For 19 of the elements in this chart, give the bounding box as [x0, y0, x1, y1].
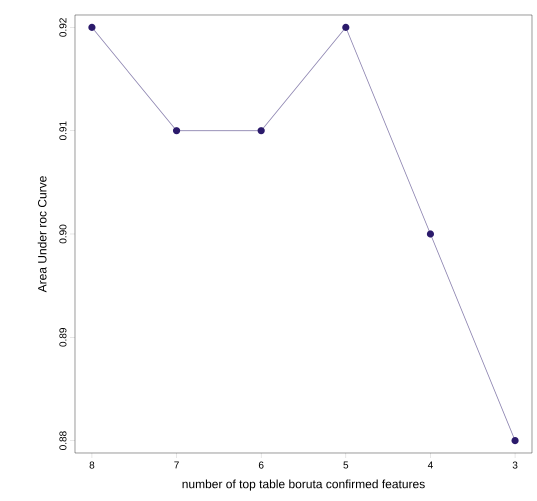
- y-tick-label: 0.89: [59, 328, 66, 347]
- point: [426, 230, 434, 238]
- point: [88, 24, 96, 31]
- y-tick-label: 0.92: [59, 18, 66, 37]
- x-tick-label: 7: [174, 462, 179, 468]
- y-tick-label: 0.88: [59, 431, 66, 450]
- y-axis-title: Area Under roc Curve: [38, 176, 47, 292]
- x-tick-label: 6: [258, 462, 264, 469]
- x-tick-label: 4: [428, 462, 433, 468]
- x-tick-label: 5: [343, 462, 348, 469]
- x-axis-title: number of top table boruta confirmed features: [182, 479, 425, 491]
- x-tick-label: 8: [90, 462, 94, 469]
- point: [172, 127, 180, 134]
- x-tick-label: 3: [512, 462, 518, 469]
- y-tick-label: 0.91: [59, 121, 66, 140]
- point: [342, 24, 350, 31]
- point: [511, 437, 519, 444]
- point: [258, 127, 265, 134]
- y-tick-label: 0.90: [59, 224, 66, 244]
